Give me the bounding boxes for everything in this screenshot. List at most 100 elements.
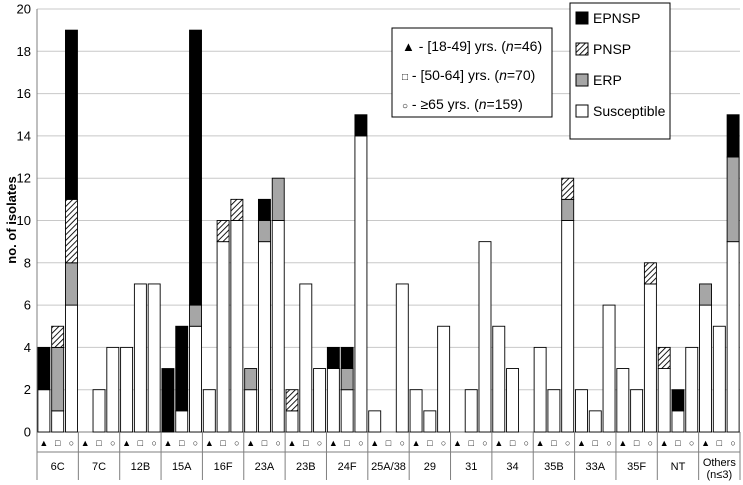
group-marker: ○ [110, 438, 115, 448]
bar-segment [326, 368, 340, 433]
bar-segment [189, 325, 202, 433]
bar-segment [175, 410, 189, 433]
group-marker: □ [717, 438, 723, 448]
bar-segment [299, 283, 313, 433]
group-marker: ○ [441, 438, 446, 448]
bar-segment [671, 389, 685, 412]
bar-segment [533, 346, 547, 433]
bar-segment [65, 304, 78, 433]
bar-segment [671, 410, 685, 433]
legend-swatch [575, 73, 589, 87]
category-label: 35B [544, 461, 564, 473]
bar-segment [326, 346, 340, 369]
group-marker: ▲ [122, 438, 131, 448]
bar-segment [37, 346, 51, 391]
y-tick-label: 16 [17, 86, 31, 101]
group-marker: ▲ [701, 438, 710, 448]
bar-segment [478, 241, 492, 433]
y-tick-label: 0 [24, 425, 31, 440]
category-label: 7C [92, 461, 106, 473]
category-label: 24F [338, 461, 357, 473]
bar-segment [230, 220, 244, 433]
bar-segment [244, 368, 258, 391]
legend-label: Susceptible [593, 103, 666, 119]
group-marker: □ [510, 438, 516, 448]
category-label: 16F [214, 461, 233, 473]
group-marker: □ [303, 438, 309, 448]
bar-segment [257, 220, 271, 243]
bar-segment [575, 389, 588, 433]
bar-segment [92, 389, 106, 433]
bar-segment [244, 389, 258, 433]
bar-segment [464, 389, 478, 433]
age-legend-marker: □ [402, 72, 408, 83]
category-label-line: Others [703, 457, 737, 469]
y-tick-label: 6 [24, 298, 31, 313]
bar-segment [65, 198, 78, 264]
group-marker: ○ [358, 438, 363, 448]
bar-segment [313, 368, 327, 433]
group-marker: ▲ [660, 438, 669, 448]
group-marker: □ [179, 438, 185, 448]
age-legend-range: - [18-49] yrs. ( [415, 38, 506, 54]
bar-segment [657, 368, 671, 433]
age-legend-n-value: =46) [514, 38, 542, 54]
group-marker: ○ [482, 438, 487, 448]
y-tick-label: 20 [17, 2, 31, 17]
group-marker: ○ [730, 438, 735, 448]
category-label: 25A/38 [371, 461, 406, 473]
group-marker: □ [593, 438, 599, 448]
age-legend-range: - [50-64] yrs. ( [408, 67, 499, 83]
category-label: 15A [172, 461, 192, 473]
group-marker: □ [468, 438, 474, 448]
bar-segment [726, 156, 740, 243]
bar-segment [216, 241, 230, 433]
y-tick-label: 18 [17, 44, 31, 59]
group-marker: ▲ [536, 438, 545, 448]
category-label: 33A [585, 461, 605, 473]
bar-segment [685, 346, 699, 433]
bar-segment [409, 389, 423, 433]
age-legend-range: - ≥65 yrs. ( [408, 96, 479, 112]
bar-segment [354, 114, 368, 137]
category-label: 35F [627, 461, 646, 473]
group-marker: ○ [151, 438, 156, 448]
bar-segment [257, 241, 271, 433]
group-marker: ▲ [246, 438, 255, 448]
group-marker: ▲ [39, 438, 48, 448]
bar-segment [340, 346, 354, 369]
bar-segment [492, 325, 506, 433]
group-marker: ▲ [412, 438, 421, 448]
bar-segment [51, 346, 65, 412]
legend-label: ERP [593, 72, 622, 88]
category-label: 23B [296, 461, 316, 473]
age-legend-entry: ▲ - [18-49] yrs. (n=46) [402, 38, 542, 54]
group-marker: ○ [524, 438, 529, 448]
category-label: 12B [131, 461, 151, 473]
bar-segment [561, 220, 575, 433]
bar-segment [368, 410, 382, 433]
bar-segment [230, 198, 244, 221]
bar-segment [340, 368, 354, 391]
age-legend-n-value: =70) [507, 67, 535, 83]
bar-segment [726, 241, 740, 433]
legend-swatch [575, 42, 589, 56]
bar-segment [189, 304, 202, 327]
bar-segment [216, 220, 230, 243]
group-marker: ○ [234, 438, 239, 448]
bar-segment [257, 198, 271, 221]
legend-label: EPNSP [593, 10, 640, 26]
y-tick-label: 12 [17, 171, 31, 186]
bar-segment [643, 283, 657, 433]
bar-segment [161, 368, 175, 433]
category-label: Others (n≤3) [703, 457, 737, 481]
bar-segment [506, 368, 520, 433]
age-legend-n-label: n [479, 96, 487, 112]
group-marker: □ [55, 438, 61, 448]
age-legend-n-value: =159) [487, 96, 523, 112]
group-marker: ○ [276, 438, 281, 448]
group-marker: ▲ [577, 438, 586, 448]
group-marker: □ [344, 438, 350, 448]
bar-segment [51, 410, 65, 433]
bar-segment [340, 389, 354, 433]
